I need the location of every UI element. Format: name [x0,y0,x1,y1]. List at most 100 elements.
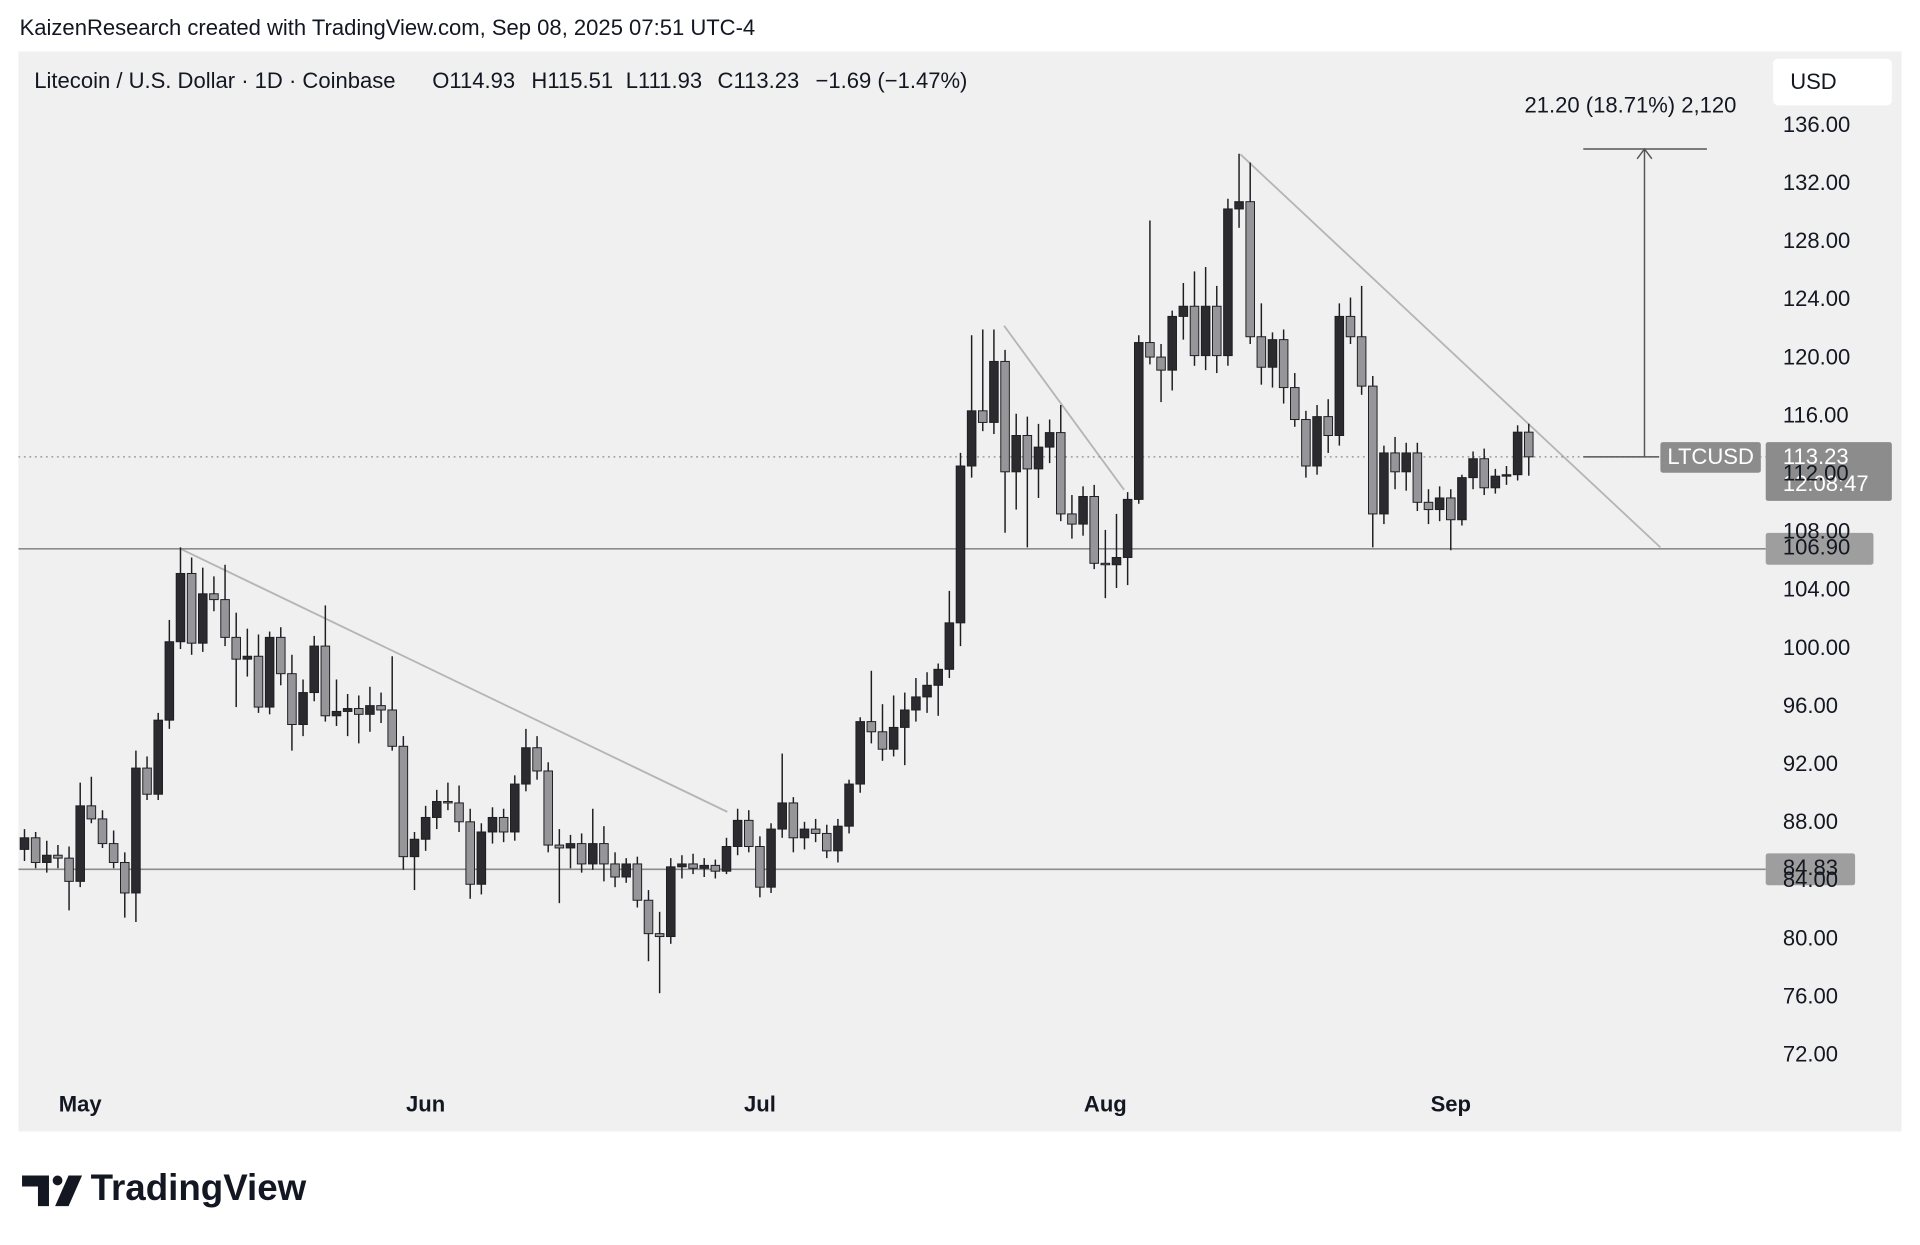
candle-body [543,770,553,846]
countdown-label: 12:08:47 [1783,471,1869,496]
candle-body [1312,416,1322,467]
candle-body [944,622,955,670]
brand-logo [22,1175,83,1207]
candle-body [677,863,687,868]
candle-body [1134,342,1144,500]
candle-body [365,705,375,715]
candle-body [1267,339,1278,368]
candle-body [1122,498,1133,558]
candle-body [1200,305,1211,357]
candle-body [1189,305,1200,357]
candle-body [242,655,253,660]
candle-body [19,837,30,850]
candle-body [354,708,364,715]
y-tick-label: 128.00 [1783,228,1850,253]
candle-body [498,816,509,833]
candle-body [922,684,932,698]
candle-body [643,899,654,935]
candle-body [799,828,810,839]
candle-body [665,866,676,938]
candle-body [342,708,353,712]
candle-body [465,821,475,885]
logo-shape [22,1175,49,1207]
candle-body [1022,435,1033,470]
candle-body [1111,557,1122,566]
x-tick-label: Jul [744,1092,776,1117]
candle-body [75,805,85,882]
candle-body [621,863,631,878]
candle-body [1356,336,1367,387]
y-tick-label: 120.00 [1783,344,1850,369]
candle-body [1256,336,1267,368]
level-label-box [1765,532,1874,565]
candle-body [1290,387,1300,421]
candle-body [30,837,41,863]
symbol-label-box [1660,442,1761,473]
candle-body [387,709,397,747]
candle-body [1212,305,1222,357]
candle-body [866,721,877,733]
candle-body [1089,496,1099,564]
candle-body [253,655,264,708]
candle-body [732,819,743,847]
candle-body [1156,356,1166,371]
ohlc-label: H115.51 [531,68,613,93]
logo-shape [55,1175,83,1207]
candle-body [710,864,721,872]
chart-title: Litecoin / U.S. Dollar · 1D · Coinbase [34,68,395,93]
candle-body [231,636,241,660]
candle-body [1524,431,1534,458]
candle-body [1379,452,1389,515]
candle-body [521,747,531,785]
candle-body [1178,305,1189,317]
candle-body [1301,419,1311,467]
measure-label: 21.20 (18.71%) 2,120 [1524,92,1736,117]
trend-lines [179,153,1662,813]
x-tick-label: Aug [1084,1092,1127,1117]
candle-body [1434,497,1445,511]
candle-body [688,863,698,869]
candle-body [1501,474,1512,477]
candle-body [108,843,119,863]
candle-body [1067,513,1077,525]
candle-body [1412,452,1423,503]
x-tick-label: May [59,1092,103,1117]
candle-body [989,360,999,423]
candle-body [331,710,342,717]
y-tick-label: 80.00 [1783,925,1838,950]
candle-body [1100,562,1111,566]
x-tick-label: Jun [406,1092,445,1117]
candle-body [164,641,175,721]
candle-body [42,854,52,863]
candle-body [855,721,865,785]
candle-body [420,816,431,840]
candle-body [911,696,921,711]
candle-body [1044,432,1055,448]
candle-body [822,832,832,852]
candle-body [1345,315,1356,338]
candle-body [198,593,208,644]
candle-body [654,933,665,938]
y-tick-label: 96.00 [1783,693,1838,718]
candle-body [1446,497,1456,521]
currency-button[interactable] [1773,58,1892,106]
logo-shape [52,1175,63,1186]
currency[interactable]: USD [1790,69,1837,94]
candle-body [955,465,966,624]
candle-body [309,645,319,694]
candle-body [320,645,331,717]
level-label: 84.83 [1783,855,1838,880]
y-tick-label: 84.00 [1783,867,1838,892]
y-tick-label: 116.00 [1783,402,1849,427]
candle-body [53,854,63,859]
brand: TradingView [91,1167,307,1208]
candle-body [443,800,453,804]
candle-body [1278,339,1289,389]
candle-body [632,863,643,901]
candle-body [777,802,787,830]
candle-body [432,800,442,818]
candle-body [1055,432,1066,515]
candle-body [966,410,977,467]
level-label: 106.90 [1783,535,1850,560]
